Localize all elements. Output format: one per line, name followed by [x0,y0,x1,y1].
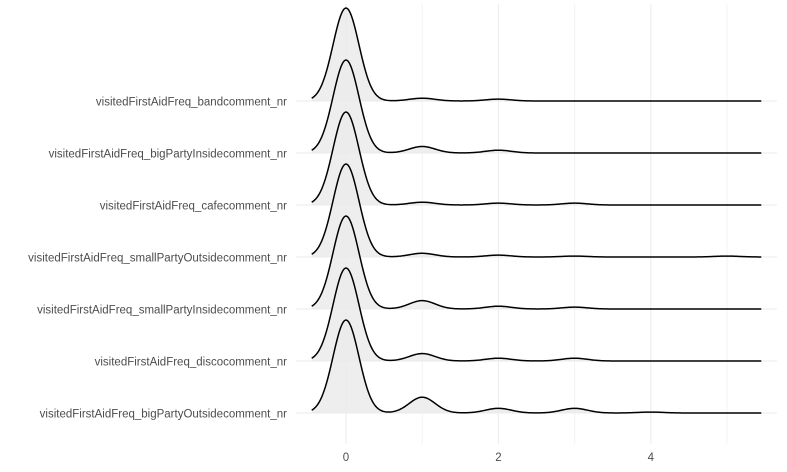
y-tick-label: visitedFirstAidFreq_smallPartyInsidecomm… [37,305,287,317]
ridges [311,7,762,414]
grid [296,4,777,444]
ridge-area [311,164,762,257]
ridge-line [311,111,762,206]
ridge-area [311,320,762,413]
y-tick-label: visitedFirstAidFreq_smallPartyOutsidecom… [28,253,287,265]
ridge-line [311,319,762,414]
ridge-area [311,8,762,101]
ridge-series [311,59,762,154]
ridge-series [311,319,762,414]
ridge-line [311,215,762,310]
y-tick-label: visitedFirstAidFreq_bigPartyInsidecommen… [49,149,288,161]
x-tick-label: 2 [495,452,501,464]
x-axis-labels: 0 2 4 [343,452,655,464]
ridge-line [311,163,762,258]
ridge-series [311,7,762,102]
x-tick-label: 4 [648,452,655,464]
y-axis-labels: visitedFirstAidFreq_bandcomment_nrvisite… [28,97,287,421]
y-tick-label: visitedFirstAidFreq_bigPartyOutsidecomme… [40,409,288,421]
ridge-line [311,267,762,362]
y-tick-label: visitedFirstAidFreq_cafecomment_nr [100,201,287,213]
y-tick-label: visitedFirstAidFreq_bandcomment_nr [96,97,287,109]
y-tick-label: visitedFirstAidFreq_discocomment_nr [95,357,288,369]
ridge-line [311,59,762,154]
ridge-series [311,163,762,258]
ridge-area [311,216,762,309]
x-tick-label: 0 [343,452,349,464]
ridge-area [311,60,762,153]
ridge-line [311,7,762,102]
ridge-series [311,111,762,206]
ridge-area [311,268,762,361]
ridge-series [311,215,762,310]
ridge-series [311,267,762,362]
ridge-area [311,112,762,205]
